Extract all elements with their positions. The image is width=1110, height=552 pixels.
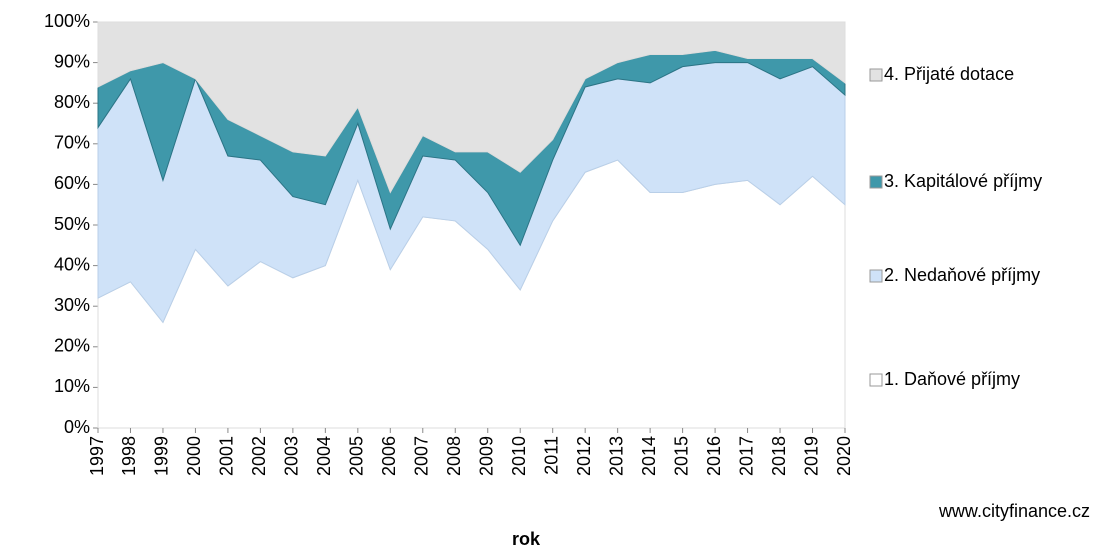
y-tick-label: 20% bbox=[54, 336, 90, 356]
y-tick-label: 90% bbox=[54, 51, 90, 71]
x-tick-label: 1998 bbox=[119, 436, 139, 476]
y-tick-label: 10% bbox=[54, 376, 90, 396]
x-tick-label: 2011 bbox=[541, 436, 561, 475]
area bbox=[97, 21, 846, 194]
x-tick-label: 1999 bbox=[152, 436, 172, 476]
x-tick-label: 2002 bbox=[249, 436, 269, 476]
x-tick-label: 2004 bbox=[314, 436, 334, 476]
x-axis-label: rok bbox=[512, 529, 541, 549]
legend-marker bbox=[869, 175, 883, 189]
x-tick-label: 2010 bbox=[509, 436, 529, 476]
x-tick-label: 2017 bbox=[736, 436, 756, 476]
y-tick-label: 50% bbox=[54, 214, 90, 234]
x-tick-label: 2019 bbox=[801, 436, 821, 476]
x-tick-label: 2018 bbox=[769, 436, 789, 476]
x-tick-label: 2012 bbox=[574, 436, 594, 476]
legend-marker bbox=[869, 269, 883, 283]
x-tick-label: 2014 bbox=[639, 436, 659, 476]
x-tick-label: 2005 bbox=[347, 436, 367, 476]
x-tick-label: 2009 bbox=[476, 436, 496, 476]
x-tick-label: 2003 bbox=[282, 436, 302, 476]
legend-label: 3. Kapitálové příjmy bbox=[884, 171, 1042, 191]
x-tick-label: 2020 bbox=[834, 436, 854, 476]
x-tick-label: 2013 bbox=[606, 436, 626, 476]
x-tick-label: 2008 bbox=[444, 436, 464, 476]
y-tick-label: 60% bbox=[54, 173, 90, 193]
legend-marker bbox=[869, 373, 883, 387]
x-tick-label: 1997 bbox=[87, 436, 107, 476]
y-tick-label: 40% bbox=[54, 254, 90, 274]
y-tick-label: 30% bbox=[54, 295, 90, 315]
x-tick-label: 2016 bbox=[704, 436, 724, 476]
x-tick-label: 2006 bbox=[379, 436, 399, 476]
x-tick-label: 2000 bbox=[184, 436, 204, 476]
y-tick-label: 100% bbox=[44, 11, 90, 31]
x-tick-label: 2007 bbox=[412, 436, 432, 476]
legend-label: 2. Nedaňové příjmy bbox=[884, 265, 1040, 285]
x-tick-label: 2001 bbox=[217, 436, 237, 476]
y-tick-label: 0% bbox=[64, 417, 90, 437]
legend-label: 4. Přijaté dotace bbox=[884, 64, 1014, 84]
x-tick-label: 2015 bbox=[671, 436, 691, 476]
y-tick-label: 80% bbox=[54, 92, 90, 112]
legend-marker bbox=[869, 68, 883, 82]
legend-label: 1. Daňové příjmy bbox=[884, 369, 1020, 389]
source-note: www.cityfinance.cz bbox=[938, 501, 1090, 521]
y-tick-label: 70% bbox=[54, 133, 90, 153]
